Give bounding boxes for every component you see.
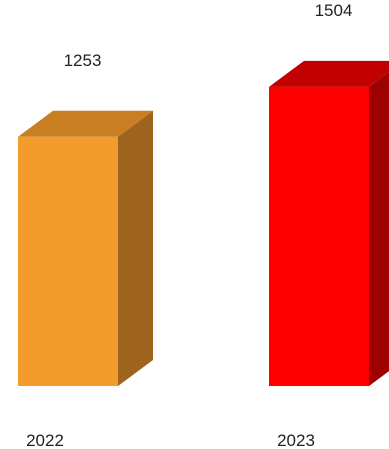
bar-2022 xyxy=(18,110,153,387)
value-label-2023: 1504 xyxy=(315,1,353,20)
bars-group xyxy=(18,60,389,387)
value-label-2022: 1253 xyxy=(64,51,102,70)
bar-front-2022 xyxy=(18,136,118,386)
value-labels-group: 1253 1504 xyxy=(64,1,353,70)
bar-top-2022 xyxy=(18,110,153,137)
bar-front-2023 xyxy=(269,86,369,386)
category-label-2023: 2023 xyxy=(277,431,315,449)
bar-side-2022 xyxy=(118,110,153,387)
bar-side-2023 xyxy=(369,71,389,386)
category-labels-group: 2022 2023 xyxy=(26,431,315,449)
bar-2023 xyxy=(269,60,389,386)
bar-top-2023 xyxy=(269,60,389,87)
category-label-2022: 2022 xyxy=(26,431,64,449)
